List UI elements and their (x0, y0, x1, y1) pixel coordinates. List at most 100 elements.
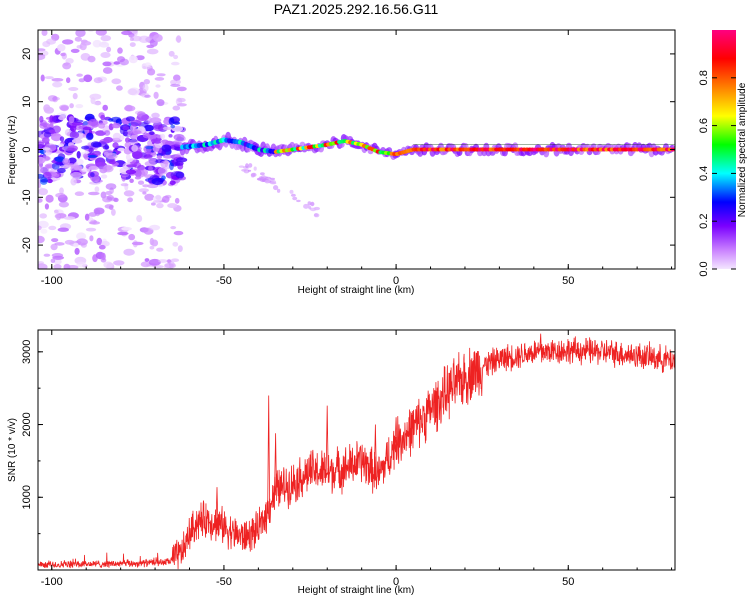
x-tick-label: -100 (41, 275, 63, 287)
spectrogram-blob (121, 226, 132, 231)
spectrogram-blob (106, 46, 112, 53)
spectrogram-blob (103, 130, 111, 136)
spectrogram-blob (307, 201, 312, 206)
spectrogram-blob (68, 87, 79, 91)
spectrogram-blob (68, 116, 75, 124)
spectrogram-blob (151, 239, 159, 247)
snr-line (38, 336, 675, 570)
colorbar-tick-label: 0.8 (698, 70, 710, 85)
spectrogram-blob (38, 235, 45, 244)
spectrogram-blob (143, 154, 153, 159)
spectrogram-blob (130, 119, 142, 127)
spectrogram-x-ticks: -100 -50 0 50 (41, 30, 673, 287)
spectrogram-blob (39, 177, 48, 185)
spectrogram-blob (147, 183, 159, 189)
colorbar-tick-label: 0.0 (698, 261, 710, 276)
snr-spike (325, 405, 329, 483)
spectrogram-blob (151, 112, 160, 119)
spectrogram-blob (60, 105, 69, 112)
spectrogram-blob (76, 45, 83, 49)
y-tick-label: -20 (21, 237, 33, 253)
spectrogram-blob (125, 169, 137, 175)
spectrogram-blob (95, 162, 107, 167)
spectrogram-blob (146, 48, 159, 55)
spectrogram-blob (174, 135, 186, 142)
spectrogram-blob (55, 161, 65, 166)
spectrogram-blob (54, 214, 61, 219)
spectrogram-blob (38, 53, 46, 61)
spectrogram-blob (137, 180, 145, 185)
spectrogram-blob (162, 126, 172, 131)
x-tick-label: -50 (216, 275, 232, 287)
spectrogram-blob (94, 186, 100, 193)
spectrogram-x-label: Height of straight line (km) (298, 285, 415, 296)
spectrogram-blob (156, 155, 162, 160)
spectrogram-blob (102, 67, 113, 74)
spectrogram-blob (122, 126, 130, 131)
spectrogram-blob (292, 196, 298, 201)
spectrogram-blob (152, 265, 164, 269)
spectrogram-blob (104, 204, 114, 209)
spectrogram-blob (153, 140, 161, 144)
spectrogram-blob (138, 35, 150, 43)
spectrogram-blobs (38, 30, 320, 269)
spectrogram-blob (70, 177, 77, 186)
spectrogram-blob (144, 258, 150, 262)
spectrogram-blob (93, 101, 102, 106)
spectrogram-blob (153, 124, 165, 132)
snr-frame (37, 329, 676, 571)
spectrogram-blob (156, 203, 164, 209)
spectrogram-blob (111, 122, 121, 129)
spectrogram-blob (59, 187, 64, 195)
spectrogram-blob (55, 192, 66, 198)
spectrogram-blob (76, 73, 83, 77)
spectrogram-blob (71, 121, 84, 126)
snr-spike (374, 424, 377, 484)
spectrogram-blob (113, 197, 119, 203)
spectrogram-blob (75, 104, 84, 109)
spectrogram-blob (49, 115, 54, 123)
spectrogram-blob (310, 201, 315, 207)
x-tick-label: 50 (562, 576, 574, 588)
spectrogram-blob (127, 197, 133, 203)
spectrogram-blob (125, 153, 131, 161)
colorbar-ticks: 0.0 0.2 0.4 0.6 0.8 (698, 70, 736, 277)
snr-spike (539, 333, 543, 363)
spectrogram-blob (173, 230, 184, 236)
spectrogram-blob (170, 79, 177, 85)
spectrogram-blob (167, 203, 178, 209)
spectrogram-blob (174, 161, 180, 167)
spectrogram-blob (168, 117, 175, 125)
spectrogram-blob (129, 178, 134, 183)
x-tick-label: -50 (216, 576, 232, 588)
spectrogram-blob (70, 171, 83, 179)
spectrogram-blob (313, 213, 320, 218)
spectrogram-blob (120, 183, 129, 187)
spectrogram-blob (60, 52, 66, 57)
spectrogram-blob (93, 77, 103, 84)
spectrogram-blob (296, 199, 301, 203)
colorbar-tick-label: 0.4 (698, 166, 710, 181)
spectrogram-blob (169, 180, 176, 186)
spectrogram-blob (152, 200, 163, 204)
spectrogram-blob (155, 194, 162, 200)
y-tick-label: 20 (21, 48, 33, 60)
spectrogram-blob (58, 115, 66, 121)
spectrogram-blob (276, 188, 281, 193)
spectrogram-blob (147, 68, 156, 76)
spectrogram-blob (108, 159, 117, 165)
spectrogram-blob (100, 52, 111, 58)
spectrogram-blob (70, 125, 77, 132)
snr-spike (215, 487, 219, 535)
spectrogram-blob (151, 177, 164, 186)
snr-x-label: Height of straight line (km) (298, 585, 415, 596)
spectrogram-blob (100, 114, 106, 121)
y-tick-label: 1000 (21, 485, 33, 509)
spectrogram-blob (96, 237, 103, 246)
y-tick-label: -10 (21, 189, 33, 205)
spectrogram-blob (80, 41, 92, 46)
spectrogram-blob (83, 153, 88, 159)
spectrogram-blob (70, 48, 80, 54)
spectrogram-blob (69, 131, 80, 139)
spectrogram-blob (273, 185, 279, 191)
